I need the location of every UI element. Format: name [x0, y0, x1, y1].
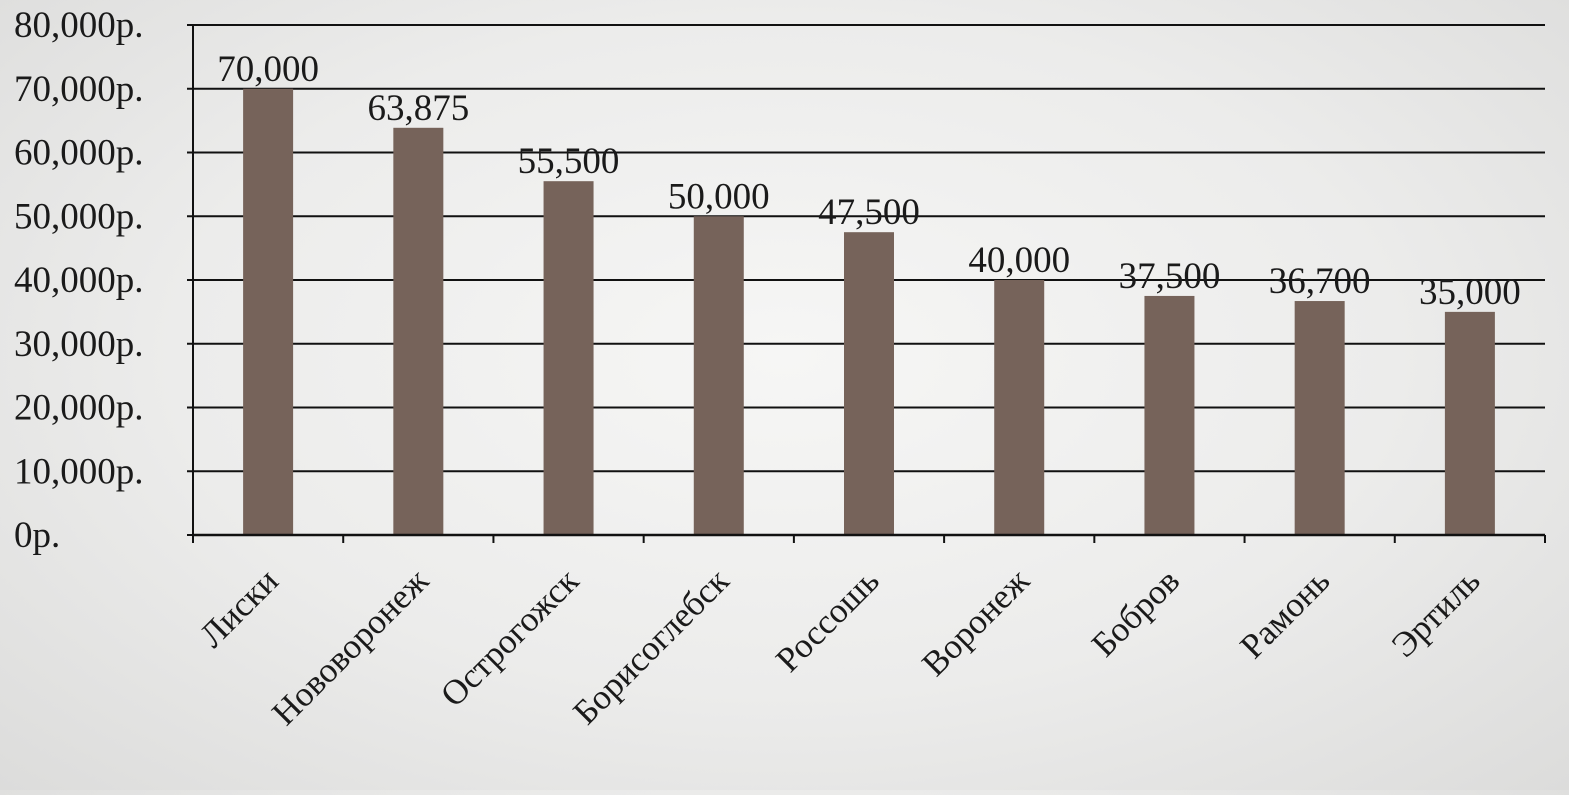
data-label: 50,000: [668, 176, 770, 217]
y-tick-label: 50,000р.: [14, 196, 144, 237]
bar: [243, 88, 294, 535]
axes: [187, 24, 1546, 543]
x-tick-label: Россошь: [768, 561, 886, 679]
data-label: 37,500: [1119, 256, 1221, 297]
x-tick-label: Эртиль: [1384, 561, 1488, 665]
x-tick-label: Борисоглебск: [565, 560, 737, 732]
y-tick-label: 60,000р.: [14, 133, 144, 174]
x-tick-label: Рамонь: [1232, 561, 1337, 666]
bar: [1294, 301, 1345, 535]
data-label: 36,700: [1269, 261, 1371, 302]
data-label: 35,000: [1419, 272, 1521, 313]
bar: [393, 127, 444, 535]
y-tick-label: 0р.: [14, 515, 60, 556]
bar: [543, 181, 594, 535]
y-tick-label: 40,000р.: [14, 260, 144, 301]
bar: [994, 280, 1045, 535]
data-label: 63,875: [367, 88, 469, 129]
data-label: 70,000: [217, 49, 319, 90]
x-tick-label: Острогожск: [433, 560, 587, 714]
data-label: 55,500: [518, 141, 620, 182]
bar: [1144, 295, 1195, 535]
y-tick-label: 10,000р.: [14, 451, 144, 492]
bar: [693, 216, 744, 535]
bar: [844, 232, 894, 535]
y-tick-label: 20,000р.: [14, 388, 144, 429]
y-tick-label: 70,000р.: [14, 69, 144, 110]
data-label: 47,500: [818, 192, 920, 233]
x-tick-label: Воронеж: [914, 561, 1037, 684]
bar: [1444, 311, 1495, 535]
x-tick-label: Бобров: [1084, 561, 1187, 664]
y-tick-label: 80,000р.: [14, 5, 144, 46]
data-label: 40,000: [968, 240, 1070, 281]
x-tick-label: Нововоронеж: [264, 561, 436, 733]
x-tick-label: Лиски: [192, 561, 286, 655]
y-tick-label: 30,000р.: [14, 324, 144, 365]
bars: [243, 88, 1495, 535]
